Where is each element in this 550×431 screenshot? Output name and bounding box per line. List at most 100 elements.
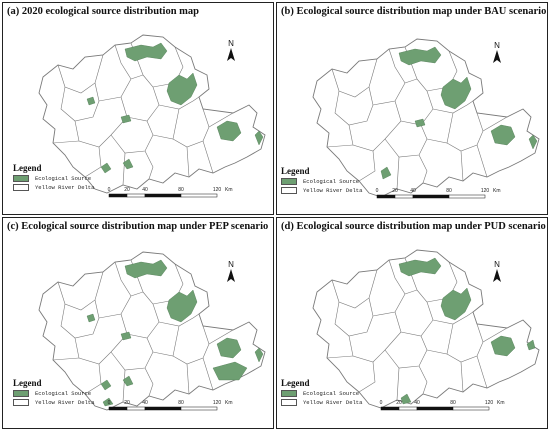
scale-tick-label: 0: [376, 188, 379, 194]
scale-tick-label: 0: [380, 400, 383, 406]
scale-bar: 0 20 40 80 120 Km: [108, 187, 233, 198]
ecological-source-patch: [102, 397, 114, 407]
ecological-source-swatch: [13, 175, 29, 182]
county-boundary: [208, 329, 234, 345]
scale-bar: 0 20 40 80 120 Km: [380, 400, 505, 411]
legend-item-yellow-river-delta: Yellow River Delta: [303, 187, 363, 194]
ecological-source-swatch: [281, 178, 297, 185]
county-boundary: [476, 355, 488, 389]
scale-unit: Km: [493, 188, 501, 194]
yellow-river-delta-swatch: [281, 399, 297, 406]
scale-segment: [376, 194, 396, 199]
panel-d: (d) Ecological source distribution map u…: [276, 217, 548, 429]
legend-item-ecological-source: Ecological Source: [35, 390, 92, 397]
north-label: N: [228, 39, 234, 48]
county-boundary: [460, 361, 464, 393]
map-b: [312, 38, 540, 198]
legend: Legend Ecological Source Yellow River De…: [281, 378, 362, 406]
scale-segment: [126, 406, 146, 411]
scale-tick-label: 40: [414, 400, 420, 406]
county-boundary: [326, 144, 354, 148]
county-boundary: [202, 140, 214, 174]
panel-title: (d) Ecological source distribution map u…: [281, 221, 546, 232]
ecological-source-patch: [490, 124, 516, 146]
ecological-source-patch: [216, 337, 242, 359]
county-boundary: [158, 96, 200, 110]
scale-unit: Km: [225, 187, 233, 193]
ecological-source-patch: [100, 379, 112, 391]
scale-segment: [412, 194, 450, 199]
ecological-source-patch: [166, 72, 198, 106]
ecological-source-patch: [120, 114, 132, 124]
scale-tick-label: 80: [446, 188, 452, 194]
scale-tick-label: 20: [124, 187, 130, 193]
county-boundary: [208, 112, 234, 128]
county-boundary: [394, 289, 434, 337]
scale-tick-label: 20: [392, 188, 398, 194]
yellow-river-delta-swatch: [13, 399, 29, 406]
scale-tick-label: 120: [213, 400, 222, 406]
ecological-source-patch: [526, 339, 536, 351]
legend-title: Legend: [281, 378, 310, 388]
county-boundary: [334, 86, 374, 126]
scale-tick-label: 120: [213, 187, 222, 193]
county-boundary: [52, 357, 80, 361]
county-boundary: [98, 259, 144, 319]
ecological-source-patch: [440, 287, 472, 321]
county-boundary: [158, 313, 200, 327]
county-boundary: [418, 154, 428, 184]
county-boundary: [372, 46, 418, 106]
scale-segment: [416, 406, 454, 411]
county-boundary: [98, 42, 144, 102]
panel-title: (a) 2020 ecological source distribution …: [7, 6, 200, 17]
county-boundary: [482, 116, 508, 132]
county-boundary: [326, 355, 354, 359]
ecological-source-patch: [254, 347, 264, 363]
yellow-river-delta-swatch: [281, 187, 297, 194]
panel-a: (a) 2020 ecological source distribution …: [2, 2, 274, 215]
north-arrow-icon: N: [491, 41, 503, 66]
legend-title: Legend: [13, 378, 42, 388]
scale-tick-label: 80: [450, 400, 456, 406]
county-boundary: [418, 365, 428, 395]
map-c: [38, 251, 266, 411]
county-boundary: [57, 54, 104, 94]
county-boundary: [394, 78, 434, 126]
panel-b: (b) Ecological source distribution map u…: [276, 2, 548, 215]
legend-title: Legend: [13, 163, 42, 173]
boundary-layer: [38, 34, 266, 194]
county-boundary: [358, 361, 376, 393]
boundary-layer: [312, 38, 540, 198]
ecological-source-patch: [414, 118, 426, 128]
county-boundary: [396, 156, 400, 190]
ecological-source-patch: [124, 259, 168, 279]
county-boundary: [482, 327, 508, 343]
yellow-river-delta-swatch: [13, 184, 29, 191]
county-boundary: [334, 297, 374, 337]
county-boundary: [144, 150, 154, 180]
county-boundary: [432, 100, 474, 114]
scale-bar: 0 20 40 80 120 Km: [108, 400, 233, 411]
ecological-source-patch: [254, 130, 264, 146]
legend: Legend Ecological Source Yellow River De…: [13, 163, 94, 191]
north-arrow-icon: N: [225, 39, 237, 64]
county-boundary: [114, 44, 132, 80]
scale-unit: Km: [497, 400, 505, 406]
scale-tick-label: 120: [481, 188, 490, 194]
north-label: N: [228, 260, 234, 269]
county-boundary: [122, 152, 126, 186]
ecological-source-patch: [490, 335, 516, 357]
scale-segment: [126, 193, 146, 198]
north-arrow-icon: N: [491, 260, 503, 285]
scale-tick-label: 20: [124, 400, 130, 406]
county-boundary: [114, 261, 132, 297]
scale-tick-label: 0: [108, 400, 111, 406]
panel-c: (c) Ecological source distribution map u…: [2, 217, 274, 429]
ecological-source-patch: [528, 134, 538, 150]
county-boundary: [60, 82, 100, 122]
scale-segment: [394, 194, 414, 199]
scale-unit: Km: [225, 400, 233, 406]
county-boundary: [331, 269, 378, 309]
north-arrow-icon: N: [225, 260, 237, 285]
